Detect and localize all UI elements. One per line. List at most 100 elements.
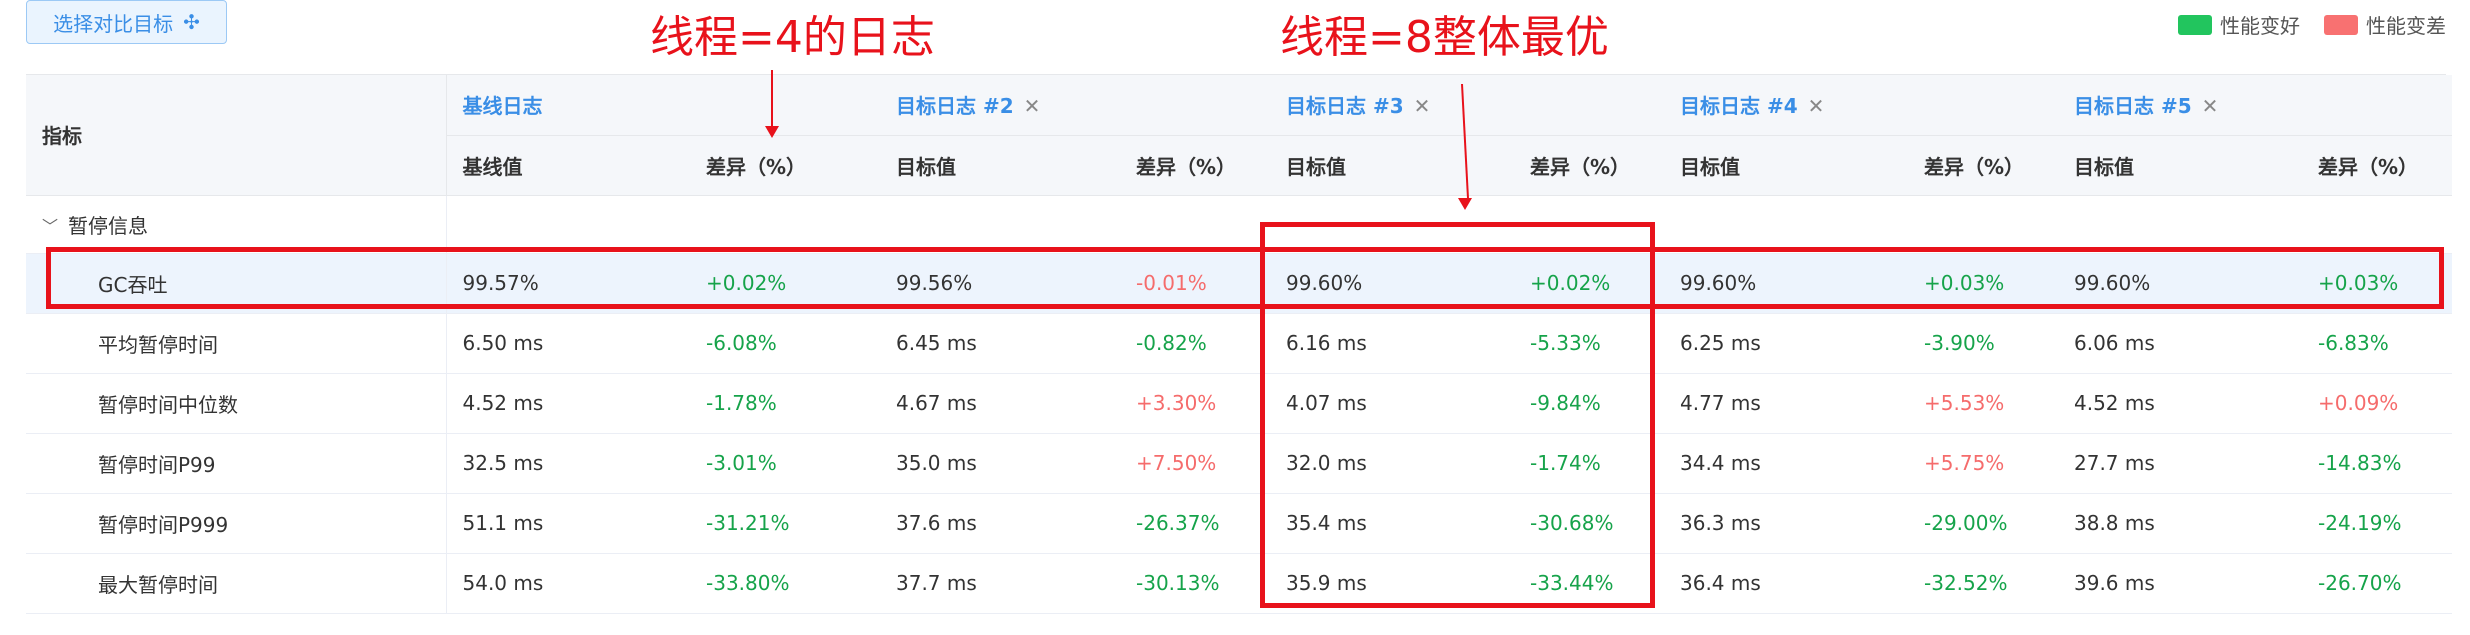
diff-cell: -1.78% [690, 373, 880, 434]
annotation-arrow-left [771, 70, 773, 128]
diff-cell: -6.08% [690, 313, 880, 374]
value-cell: 6.45 ms [880, 313, 1120, 374]
group-header-target2: 目标日志 #2 ✕ [880, 75, 1270, 136]
table-row[interactable]: GC吞吐 99.57% +0.02% 99.56% -0.01% 99.60% +0.02%… [26, 253, 2452, 314]
diff-cell: -6.83% [2302, 313, 2452, 374]
value-cell: 35.0 ms [880, 433, 1120, 494]
move-icon: ✣ [183, 10, 200, 34]
section-label: 暂停信息 [68, 213, 149, 238]
close-icon[interactable]: ✕ [1023, 94, 1041, 119]
annotation-arrowhead-left [765, 126, 779, 138]
diff-cell: -30.13% [1120, 553, 1270, 614]
diff-cell: +0.02% [1514, 253, 1664, 314]
metric-name: GC吞吐 [26, 253, 447, 314]
value-cell: 99.60% [2058, 253, 2302, 314]
value-cell: 27.7 ms [2058, 433, 2302, 494]
select-compare-target-button[interactable]: 选择对比目标 ✣ [26, 0, 227, 44]
value-cell: 99.57% [446, 253, 690, 314]
chevron-down-icon[interactable]: ﹀ [42, 216, 59, 236]
value-cell: 36.4 ms [1664, 553, 1908, 614]
diff-cell: -29.00% [1908, 493, 2058, 554]
diff-cell: -26.70% [2302, 553, 2452, 614]
value-cell: 4.77 ms [1664, 373, 1908, 434]
metric-name: 暂停时间中位数 [26, 373, 447, 434]
col-target3-value: 目标值 [1270, 135, 1514, 196]
diff-cell: -1.74% [1514, 433, 1664, 494]
col-diff-1: 差异（%） [690, 135, 880, 196]
legend-item-worse[interactable]: 性能变差 [2324, 10, 2446, 39]
diff-cell: +0.02% [690, 253, 880, 314]
diff-cell: +5.75% [1908, 433, 2058, 494]
table-row[interactable]: 暂停时间中位数 4.52 ms -1.78% 4.67 ms +3.30% 4.07 ms… [26, 373, 2452, 434]
section-row-pause-info[interactable]: ﹀ 暂停信息 [26, 195, 2452, 254]
col-target2-diff: 差异（%） [1120, 135, 1270, 196]
value-cell: 6.06 ms [2058, 313, 2302, 374]
col-target5-value: 目标值 [2058, 135, 2302, 196]
diff-cell: -26.37% [1120, 493, 1270, 554]
value-cell: 36.3 ms [1664, 493, 1908, 554]
diff-cell: -24.19% [2302, 493, 2452, 554]
value-cell: 99.56% [880, 253, 1120, 314]
metric-name: 暂停时间P99 [26, 433, 447, 494]
value-cell: 37.7 ms [880, 553, 1120, 614]
annotation-thread4: 线程=4的日志 [650, 12, 935, 63]
legend-swatch-worse [2324, 14, 2358, 35]
value-cell: 6.50 ms [446, 313, 690, 374]
diff-cell: -33.80% [690, 553, 880, 614]
value-cell: 99.60% [1664, 253, 1908, 314]
annotation-thread8-best: 线程=8整体最优 [1280, 12, 1609, 63]
diff-cell: -14.83% [2302, 433, 2452, 494]
value-cell: 37.6 ms [880, 493, 1120, 554]
comparison-table: 指标 基线日志 目标日志 #2 ✕ 目标日志 #3 ✕ 目标日志 #4 ✕ 目标日志 … [26, 74, 2452, 635]
diff-cell: +3.30% [1120, 373, 1270, 434]
table-row[interactable]: 最大暂停时间 54.0 ms -33.80% 37.7 ms -30.13% 35.9 m… [26, 553, 2452, 614]
value-cell: 54.0 ms [446, 553, 690, 614]
value-cell: 6.16 ms [1270, 313, 1514, 374]
value-cell: 4.07 ms [1270, 373, 1514, 434]
col-target2-value: 目标值 [880, 135, 1120, 196]
close-icon[interactable]: ✕ [1413, 94, 1431, 119]
diff-cell: -32.52% [1908, 553, 2058, 614]
diff-cell: -30.68% [1514, 493, 1664, 554]
table-row[interactable]: 暂停时间P99 32.5 ms -3.01% 35.0 ms +7.50% 32.0 ms… [26, 433, 2452, 494]
section-toggle[interactable]: ﹀ 暂停信息 [26, 195, 447, 254]
col-target3-diff: 差异（%） [1514, 135, 1664, 196]
value-cell: 51.1 ms [446, 493, 690, 554]
table-row[interactable]: 暂停时间P999 51.1 ms -31.21% 37.6 ms -26.37% 35.4… [26, 493, 2452, 554]
diff-cell: -0.82% [1120, 313, 1270, 374]
group-header-target3: 目标日志 #3 ✕ [1270, 75, 1664, 136]
select-compare-target-label: 选择对比目标 [53, 11, 174, 36]
legend-item-better[interactable]: 性能变好 [2178, 10, 2300, 39]
diff-cell: +0.03% [1908, 253, 2058, 314]
table-row[interactable]: 平均暂停时间 6.50 ms -6.08% 6.45 ms -0.82% 6.16 ms -… [26, 313, 2452, 374]
diff-cell: -3.90% [1908, 313, 2058, 374]
group-header-target4: 目标日志 #4 ✕ [1664, 75, 2058, 136]
legend: 性能变好 性能变差 [2164, 10, 2446, 39]
group-header-baseline: 基线日志 [446, 75, 690, 136]
group-header-target1 [690, 75, 880, 136]
diff-cell: +0.03% [2302, 253, 2452, 314]
diff-cell: -0.01% [1120, 253, 1270, 314]
metric-name: 平均暂停时间 [26, 313, 447, 374]
value-cell: 32.5 ms [446, 433, 690, 494]
diff-cell: -31.21% [690, 493, 880, 554]
close-icon[interactable]: ✕ [1807, 94, 1825, 119]
diff-cell: -3.01% [690, 433, 880, 494]
value-cell: 35.4 ms [1270, 493, 1514, 554]
col-baseline-value: 基线值 [446, 135, 690, 196]
value-cell: 99.60% [1270, 253, 1514, 314]
value-cell: 34.4 ms [1664, 433, 1908, 494]
annotation-arrowhead-right [1458, 198, 1472, 210]
value-cell: 4.67 ms [880, 373, 1120, 434]
highlight-box-target3 [1260, 222, 1655, 608]
diff-cell: -9.84% [1514, 373, 1664, 434]
legend-swatch-better [2178, 14, 2212, 35]
metric-name: 暂停时间P999 [26, 493, 447, 554]
close-icon[interactable]: ✕ [2201, 94, 2219, 119]
group-header-target5: 目标日志 #5 ✕ [2058, 75, 2452, 136]
value-cell: 32.0 ms [1270, 433, 1514, 494]
col-target4-value: 目标值 [1664, 135, 1908, 196]
diff-cell: +0.09% [2302, 373, 2452, 434]
diff-cell: -5.33% [1514, 313, 1664, 374]
value-cell: 6.25 ms [1664, 313, 1908, 374]
